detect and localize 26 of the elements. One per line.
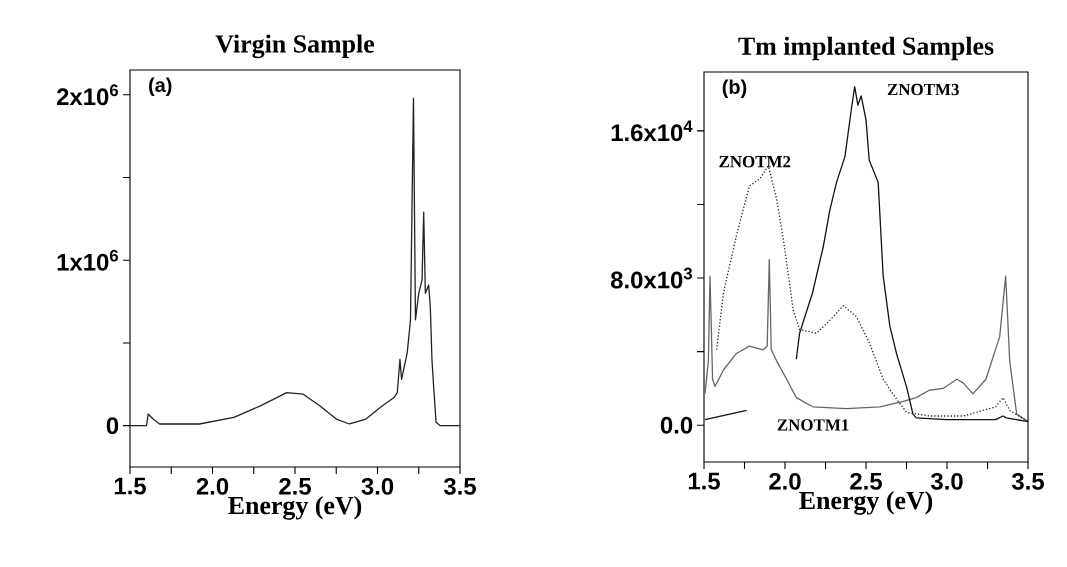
y-tick-label: 1x10$^{6}$	[57, 249, 119, 271]
line-series	[129, 97, 461, 427]
annotation: ZNOTM2	[719, 156, 791, 168]
y-tick-label: 1.6x10$^{4}$	[611, 120, 693, 142]
x-tick-label: 3.0	[361, 477, 394, 495]
x-tick-label: 1.5	[688, 472, 720, 490]
x-axis-title: Energy (eV)	[799, 491, 933, 515]
x-tick-label: 3.5	[443, 477, 476, 495]
x-tick-label: 1.5	[114, 477, 146, 495]
y-tick-label: 2x10$^{6}$	[56, 84, 119, 106]
x-tick-label: 2.5	[850, 472, 882, 490]
chart-title: Tm implanted Samples	[738, 36, 994, 61]
annotation: (a)	[149, 77, 172, 97]
x-axis-title: Energy (eV)	[228, 496, 362, 520]
x-tick-label: 2.0	[769, 472, 801, 490]
x-tick-label: 2.5	[279, 477, 311, 495]
x-tick-label: 3.5	[1011, 472, 1044, 490]
annotation: ZNOTM3	[887, 83, 959, 96]
annotation: (b)	[722, 79, 747, 98]
annotation: ZNOTM1	[777, 419, 849, 431]
x-tick-label: 3.0	[930, 472, 963, 490]
y-tick-label: 0.0	[660, 416, 693, 434]
chart-title: Virgin Sample	[215, 34, 375, 59]
x-tick-label: 2.0	[196, 477, 229, 495]
y-tick-label: 8.0x10$^{3}$	[610, 267, 693, 289]
y-tick-label: 0	[106, 417, 119, 435]
